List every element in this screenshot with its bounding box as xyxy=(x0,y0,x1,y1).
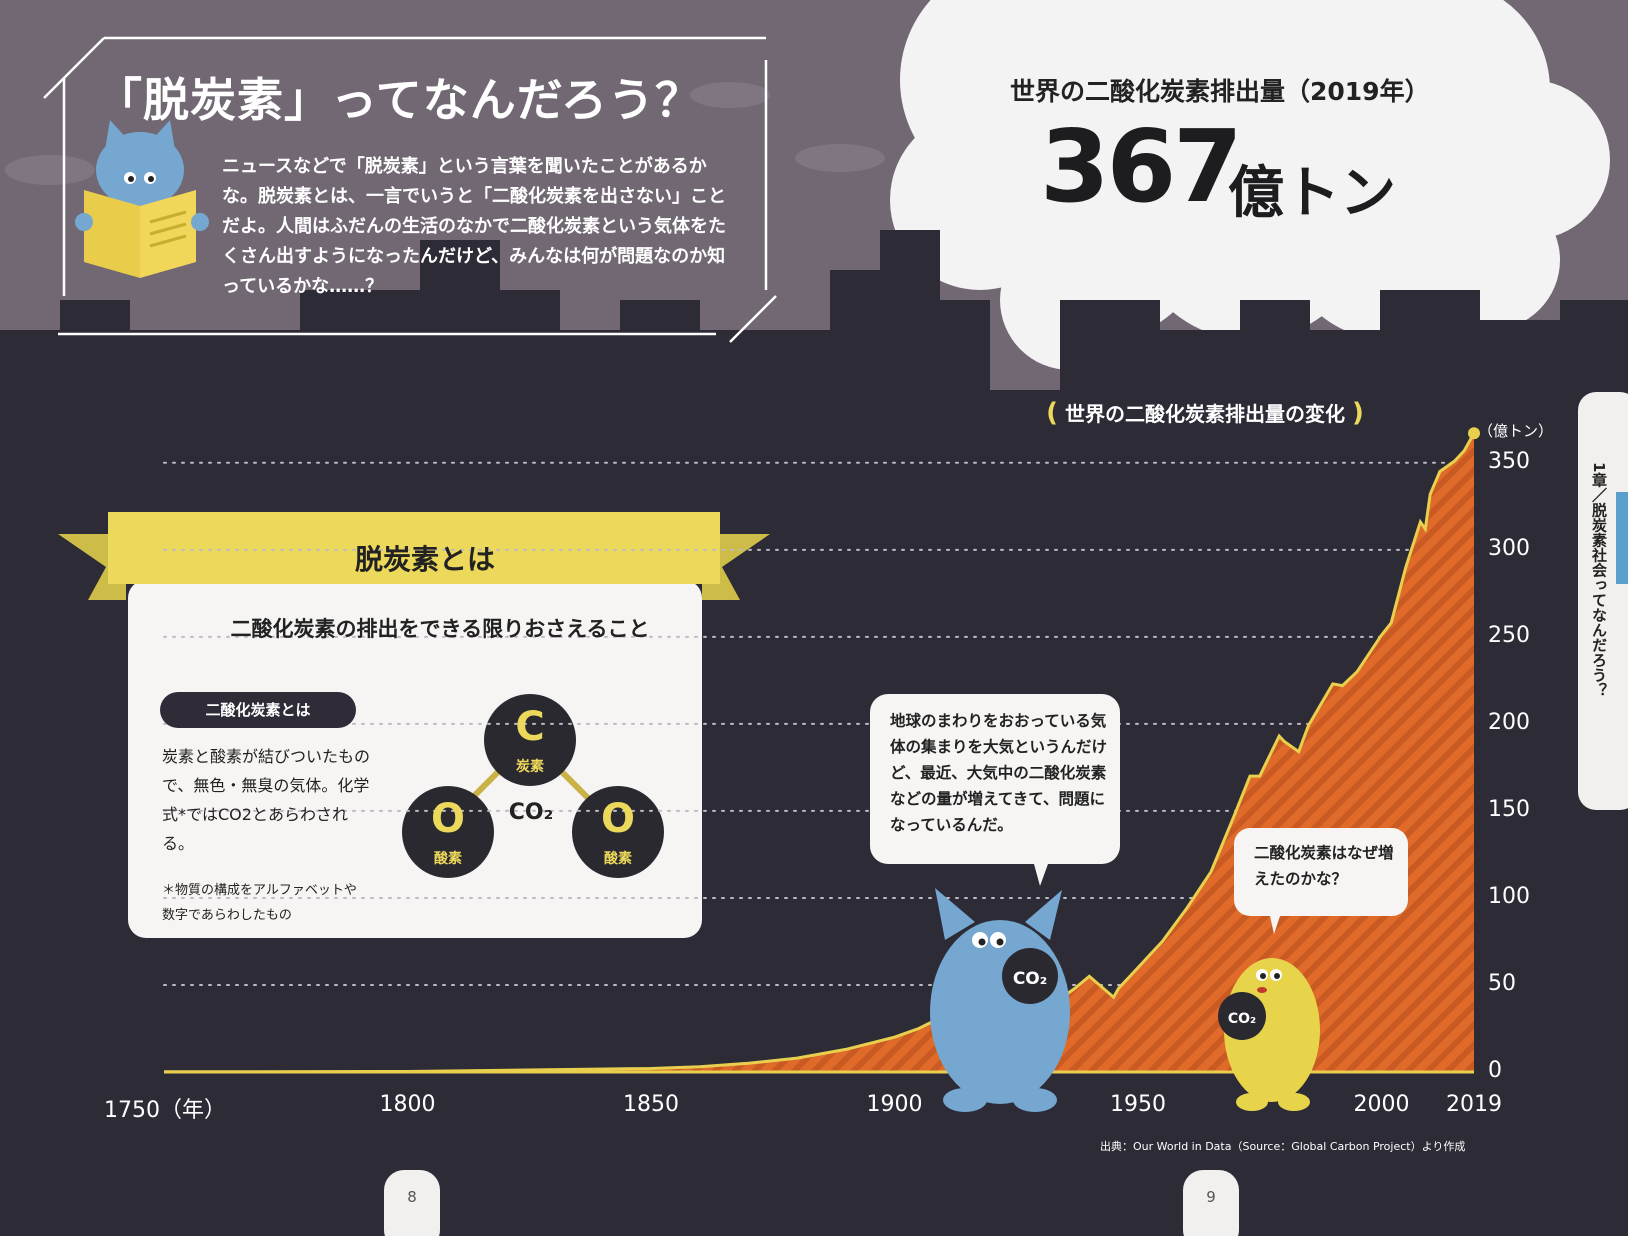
page-tab-left xyxy=(384,1170,440,1236)
yellow-character: CO₂ xyxy=(1218,958,1320,1111)
bracket-right-icon: ) xyxy=(1351,398,1364,428)
y-tick-50: 50 xyxy=(1488,970,1516,996)
carbon-letter: C xyxy=(515,704,545,750)
bubble-text-yellow: 二酸化炭素はなぜ増えたのかな？ xyxy=(1254,844,1394,888)
emissions-title: 世界の二酸化炭素排出量（2019年） xyxy=(1010,77,1430,106)
chapter-side-label: 1章／脱炭素社会ってなんだろう？ xyxy=(1590,462,1608,698)
book-reading-character xyxy=(75,120,209,278)
definition-card xyxy=(128,580,702,938)
carbon-label: 炭素 xyxy=(516,759,544,775)
emissions-line xyxy=(163,432,1476,1074)
page-title: 「脱炭素」ってなんだろう？ xyxy=(96,73,702,127)
ribbon-title: 脱炭素とは xyxy=(354,543,495,576)
emissions-value: 367 xyxy=(1040,108,1243,225)
svg-text:CO₂: CO₂ xyxy=(1013,969,1047,989)
source-note: 出典：Our World in Data（Source：Global Carbo… xyxy=(1100,1140,1466,1153)
oxygen-label-right: 酸素 xyxy=(604,851,632,867)
co2-footnote: ＊物質の構成をアルファベットや数字であらわしたもの xyxy=(162,883,357,923)
y-tick-150: 150 xyxy=(1488,796,1530,822)
side-tab-accent xyxy=(1616,492,1628,584)
y-tick-350: 350 xyxy=(1488,448,1530,474)
emissions-area xyxy=(164,433,1474,1072)
oxygen-label-left: 酸素 xyxy=(434,851,462,867)
intro-text: ニュースなどで「脱炭素」という言葉を聞いたことがあるかな。脱炭素とは、一言でいう… xyxy=(222,156,726,297)
x-tick-1950: 1950 xyxy=(1109,1092,1166,1117)
x-tick-1750: 1750（年） xyxy=(104,1098,226,1123)
co2-description: 炭素と酸素が結びついたもので、無色・無臭の気体。化学式*ではCO2とあらわされる… xyxy=(162,747,371,853)
x-tick-2019: 2019 xyxy=(1446,1092,1502,1117)
co2-formula: CO₂ xyxy=(508,800,554,825)
x-tick-1800: 1800 xyxy=(379,1092,436,1117)
title-frame xyxy=(43,36,777,343)
x-tick-2000: 2000 xyxy=(1353,1092,1410,1117)
y-tick-0: 0 xyxy=(1488,1058,1502,1083)
oxygen-letter-left: O xyxy=(430,796,465,842)
side-tab xyxy=(1578,392,1628,810)
co2-molecule xyxy=(402,694,664,878)
page-number-right: 9 xyxy=(1206,1188,1216,1206)
speech-bubble-blue xyxy=(870,694,1120,886)
ribbon xyxy=(58,512,770,600)
emissions-unit: 億トン xyxy=(1228,161,1396,226)
x-tick-1900: 1900 xyxy=(866,1092,923,1117)
chart-title: 世界の二酸化炭素排出量の変化 xyxy=(1065,402,1345,426)
bubble-text-blue: 地球のまわりをおおっている気体の集まりを大気というんだけど、最近、大気中の二酸化… xyxy=(890,712,1108,834)
speech-bubble-yellow xyxy=(1234,828,1408,934)
page-tab-right xyxy=(1183,1170,1239,1236)
oxygen-letter-right: O xyxy=(600,796,635,842)
chart-title-wrap: ( 世界の二酸化炭素排出量の変化 ) xyxy=(1030,398,1380,428)
y-tick-300: 300 xyxy=(1488,535,1530,561)
page-number-left: 8 xyxy=(407,1188,417,1206)
endpoint-2019 xyxy=(1468,427,1480,440)
y-tick-200: 200 xyxy=(1488,709,1530,735)
co2-pill: 二酸化炭素とは xyxy=(160,692,356,728)
y-tick-250: 250 xyxy=(1488,622,1530,648)
x-tick-1850: 1850 xyxy=(622,1092,679,1117)
background-clouds xyxy=(5,82,885,185)
y-axis-unit: （億トン） xyxy=(1478,422,1554,440)
svg-text:CO₂: CO₂ xyxy=(1228,1011,1256,1027)
bracket-left-icon: ( xyxy=(1046,398,1059,428)
definition-text: 二酸化炭素の排出をできる限りおさえること xyxy=(230,617,650,641)
y-tick-100: 100 xyxy=(1488,883,1530,909)
blue-character: CO₂ xyxy=(930,888,1070,1112)
